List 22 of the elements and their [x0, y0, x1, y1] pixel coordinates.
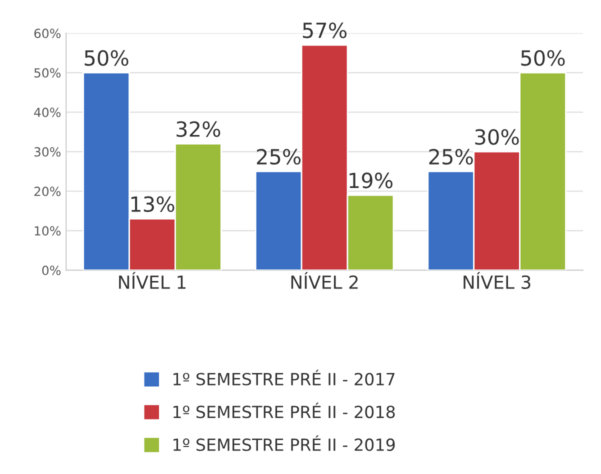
- y-tick-label: 0%: [42, 266, 61, 276]
- data-label: 30%: [475, 129, 519, 145]
- legend-label: 1º SEMESTRE PRÉ II - 2019: [173, 435, 395, 452]
- y-tick-label: 60%: [34, 28, 61, 38]
- data-label: 50%: [521, 50, 565, 66]
- y-tick-label: 50%: [34, 68, 61, 78]
- data-label: 25%: [429, 148, 473, 165]
- data-label: 32%: [176, 121, 220, 137]
- x-tick-label: NÍVEL 1: [119, 272, 186, 289]
- x-tick-label: NÍVEL 3: [464, 272, 530, 290]
- y-tick-label: 10%: [34, 226, 61, 236]
- data-label: 25%: [256, 148, 301, 165]
- y-tick-label: 20%: [34, 186, 61, 196]
- data-label: 50%: [84, 50, 128, 66]
- x-tick-label: NÍVEL 2: [291, 272, 358, 289]
- y-tick-label: 30%: [34, 147, 61, 157]
- y-tick-label: 40%: [34, 108, 61, 118]
- data-label: 13%: [131, 196, 174, 212]
- legend-label: 1º SEMESTRE PRÉ II - 2017: [173, 370, 394, 386]
- legend-label: 1º SEMESTRE PRÉ II - 2018: [173, 402, 395, 418]
- data-label: 57%: [302, 22, 347, 38]
- data-label: 19%: [350, 172, 392, 188]
